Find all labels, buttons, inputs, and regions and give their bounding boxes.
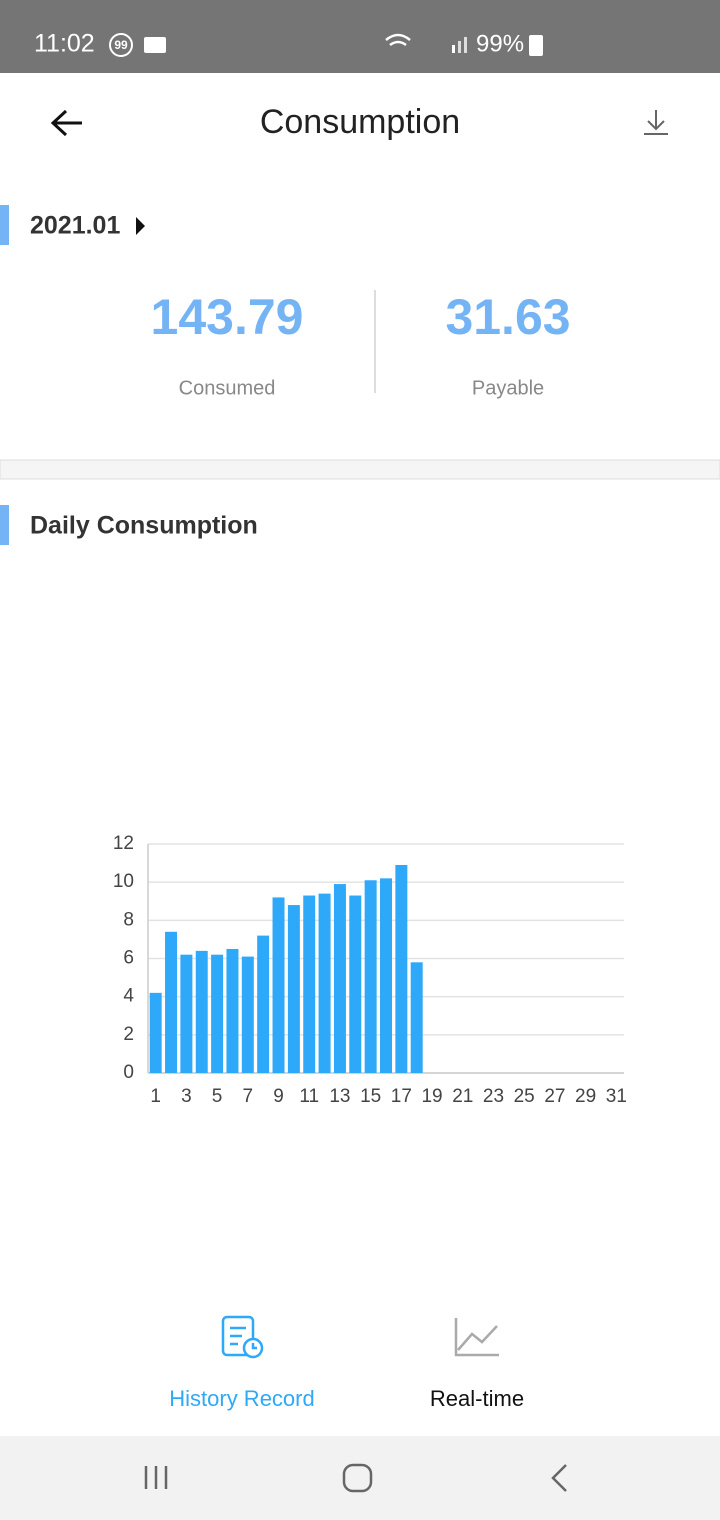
battery-text: 99% (476, 30, 524, 57)
consumed-label: Consumed (179, 377, 276, 399)
bar (410, 962, 423, 1073)
y-tick-label: 12 (113, 833, 134, 854)
signal (464, 37, 467, 53)
battery-icon (529, 35, 543, 56)
bar (149, 992, 162, 1073)
y-tick-label: 6 (123, 948, 134, 969)
x-tick-label: 7 (243, 1086, 254, 1107)
nav-home[interactable] (342, 1463, 373, 1493)
bar (241, 956, 254, 1073)
x-tick-label: 21 (452, 1086, 473, 1107)
download-button[interactable] (644, 110, 668, 135)
x-tick-label: 31 (606, 1086, 627, 1107)
tab-history[interactable]: History Record (169, 1386, 314, 1411)
bar (226, 948, 239, 1073)
bar (333, 884, 346, 1073)
x-tick-label: 25 (514, 1086, 535, 1107)
x-tick-label: 17 (391, 1086, 412, 1107)
nav-recent[interactable] (144, 1466, 168, 1489)
payable-value: 31.63 (445, 289, 570, 345)
period[interactable]: 2021.01 (30, 212, 120, 240)
y-tick-label: 10 (113, 871, 134, 892)
separator (0, 459, 720, 480)
bar (364, 880, 377, 1073)
status-badge: 99 (114, 38, 128, 52)
wifi-icon (385, 33, 411, 47)
y-tick-label: 0 (123, 1062, 134, 1083)
signal (452, 45, 455, 53)
bar (272, 897, 285, 1073)
x-tick-label: 13 (329, 1086, 350, 1107)
tab-realtime[interactable]: Real-time (430, 1386, 524, 1411)
bar (180, 954, 193, 1073)
x-tick-label: 11 (299, 1086, 319, 1107)
signal (458, 41, 461, 53)
history-icon[interactable] (221, 1315, 264, 1359)
badge-circle (109, 33, 133, 57)
section-title: Daily Consumption (30, 512, 258, 540)
period-arrow[interactable] (136, 217, 145, 235)
bar (195, 950, 208, 1073)
bar (211, 954, 224, 1073)
x-tick-label: 19 (421, 1086, 442, 1107)
bar (303, 895, 316, 1073)
bar (318, 893, 331, 1073)
x-tick-label: 27 (544, 1086, 565, 1107)
x-tick-label: 5 (212, 1086, 223, 1107)
back-button[interactable] (50, 109, 82, 137)
y-tick-label: 8 (123, 909, 134, 930)
y-tick-label: 2 (123, 1024, 134, 1045)
realtime-icon[interactable] (454, 1318, 499, 1357)
header-title: Consumption (260, 103, 460, 141)
x-tick-label: 29 (575, 1086, 596, 1107)
bar (165, 931, 178, 1073)
bar (395, 864, 408, 1073)
x-tick-label: 23 (483, 1086, 504, 1107)
status-bar (0, 0, 720, 73)
payable-label: Payable (472, 377, 544, 399)
bar (380, 878, 392, 1073)
bar (257, 935, 270, 1073)
section-marker (0, 505, 9, 545)
x-tick-label: 3 (181, 1086, 192, 1107)
y-tick-label: 4 (123, 986, 134, 1007)
consumed-value: 143.79 (151, 289, 304, 345)
section-marker (0, 205, 9, 245)
bar (349, 895, 362, 1073)
mail-icon (144, 37, 166, 53)
nav-back[interactable] (551, 1464, 567, 1492)
bar (287, 905, 300, 1073)
x-tick-label: 15 (360, 1086, 381, 1107)
x-tick-label: 9 (273, 1086, 284, 1107)
x-tick-label: 1 (150, 1086, 161, 1107)
status-time: 11:02 (34, 30, 95, 58)
nav-bar (0, 1436, 720, 1520)
